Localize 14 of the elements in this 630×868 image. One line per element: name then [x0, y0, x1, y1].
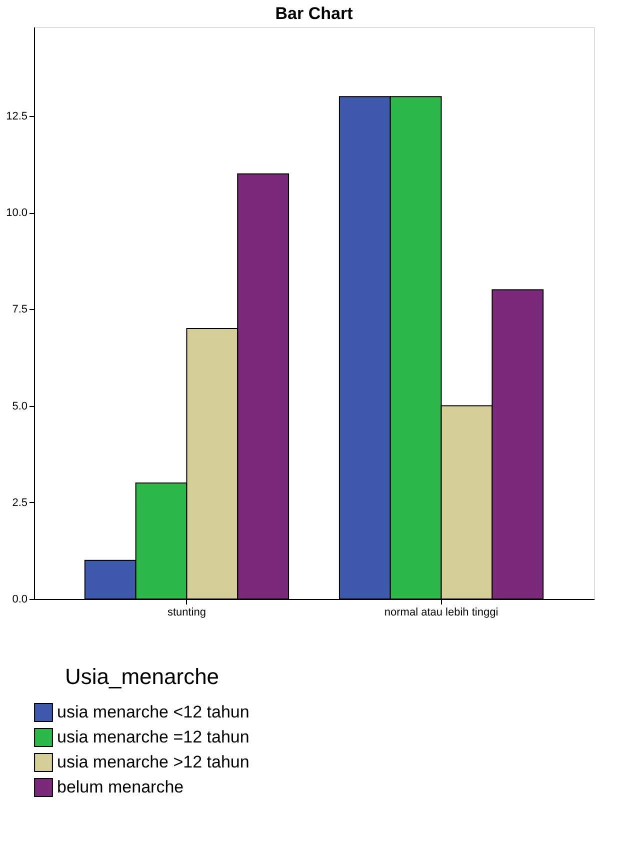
x-tick-label: normal atau lebih tinggi: [384, 606, 498, 618]
y-tick-label: 12.5: [6, 110, 28, 122]
legend-label: usia menarche >12 tahun: [57, 752, 250, 772]
legend-label: usia menarche <12 tahun: [57, 702, 250, 722]
y-tick-label: 10.0: [6, 207, 28, 220]
legend-label: belum menarche: [57, 778, 184, 796]
y-tick-label: 5.0: [12, 400, 28, 412]
x-tick-label: stunting: [167, 606, 206, 618]
chart-title: Bar Chart: [275, 4, 354, 23]
legend-title: Usia_menarche: [64, 664, 220, 689]
y-tick-label: 0.0: [12, 594, 28, 606]
y-tick-label: 7.5: [12, 304, 28, 316]
y-tick-label: 2.5: [12, 496, 28, 509]
legend-label: usia menarche =12 tahun: [57, 728, 250, 746]
